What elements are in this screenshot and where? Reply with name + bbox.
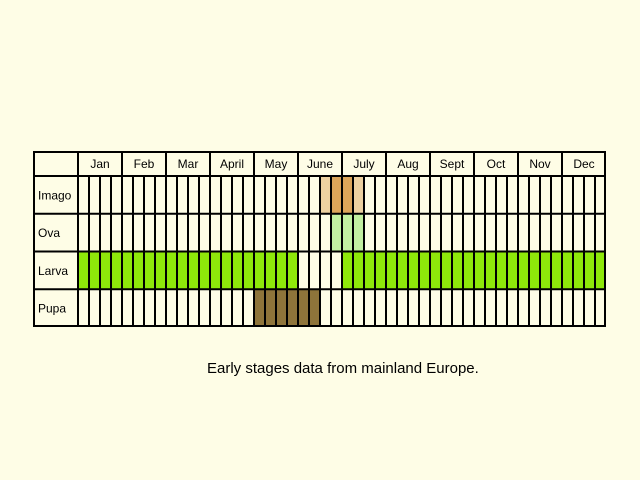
stage-cell-larva [199, 251, 210, 290]
stage-cell-larva [342, 251, 353, 290]
stage-cell-larva [276, 251, 287, 290]
stage-cell-larva [507, 251, 518, 290]
month-label-nov: Nov [529, 157, 550, 171]
stage-cell-larva [441, 251, 452, 290]
stage-cell-ova [331, 213, 342, 252]
stage-cell-larva [353, 251, 364, 290]
stage-cell-larva [144, 251, 155, 290]
stage-cell-imago [342, 176, 353, 214]
stage-cell-larva [408, 251, 419, 290]
stage-cell-ova [353, 213, 364, 252]
month-label-april: April [220, 157, 244, 171]
month-label-aug: Aug [397, 157, 418, 171]
month-label-mar: Mar [178, 157, 199, 171]
month-label-oct: Oct [487, 157, 506, 171]
stage-cell-larva [496, 251, 507, 290]
month-label-sept: Sept [440, 157, 465, 171]
month-label-dec: Dec [573, 157, 594, 171]
stage-cell-pupa [276, 289, 287, 327]
month-label-jan: Jan [90, 157, 109, 171]
stage-cell-imago [353, 176, 364, 214]
stage-cell-larva [111, 251, 122, 290]
stage-cell-larva [518, 251, 529, 290]
stage-cell-larva [485, 251, 496, 290]
stage-cell-larva [221, 251, 232, 290]
grid-border [33, 151, 606, 327]
phenology-calendar-grid: Jan Feb Mar April May June July Aug Sept Oct Nov De… [33, 151, 606, 327]
stage-cell-larva [133, 251, 144, 290]
stage-cell-larva [177, 251, 188, 290]
stage-cell-larva [89, 251, 100, 290]
stage-cell-imago [320, 176, 331, 214]
stage-cell-larva [243, 251, 254, 290]
stage-cell-larva [265, 251, 276, 290]
stage-cell-larva [188, 251, 199, 290]
stage-cell-larva [254, 251, 265, 290]
stage-cell-larva [375, 251, 386, 290]
stage-cell-larva [364, 251, 375, 290]
stage-cell-larva [573, 251, 584, 290]
stage-cell-pupa [265, 289, 276, 327]
stage-cell-larva [595, 251, 606, 290]
stage-cell-pupa [287, 289, 298, 327]
stage-cell-larva [155, 251, 166, 290]
month-label-june: June [307, 157, 333, 171]
stage-cell-larva [78, 251, 89, 290]
stage-label-imago: Imago [38, 188, 72, 202]
stage-cell-pupa [298, 289, 309, 327]
stage-cell-pupa [254, 289, 265, 327]
stage-cell-larva [452, 251, 463, 290]
stage-cell-larva [474, 251, 485, 290]
stage-label-ova: Ova [38, 226, 60, 240]
stage-cell-larva [122, 251, 133, 290]
stage-cell-larva [386, 251, 397, 290]
stage-cell-larva [562, 251, 573, 290]
stage-label-larva: Larva [38, 264, 68, 278]
stage-cell-larva [551, 251, 562, 290]
stage-cell-larva [397, 251, 408, 290]
month-label-july: July [353, 157, 374, 171]
stage-cell-pupa [309, 289, 320, 327]
stage-cell-imago [331, 176, 342, 214]
stage-cell-larva [287, 251, 298, 290]
stage-label-pupa: Pupa [38, 302, 66, 316]
stage-cell-larva [210, 251, 221, 290]
stage-cell-larva [529, 251, 540, 290]
stage-cell-larva [166, 251, 177, 290]
stage-cell-ova [342, 213, 353, 252]
stage-cell-larva [584, 251, 595, 290]
stage-cell-larva [430, 251, 441, 290]
stage-cell-larva [540, 251, 551, 290]
month-label-feb: Feb [134, 157, 155, 171]
stage-cell-larva [419, 251, 430, 290]
month-label-may: May [265, 157, 288, 171]
caption: Early stages data from mainland Europe. [207, 360, 479, 377]
stage-cell-larva [232, 251, 243, 290]
stage-cell-larva [463, 251, 474, 290]
stage-cell-larva [100, 251, 111, 290]
